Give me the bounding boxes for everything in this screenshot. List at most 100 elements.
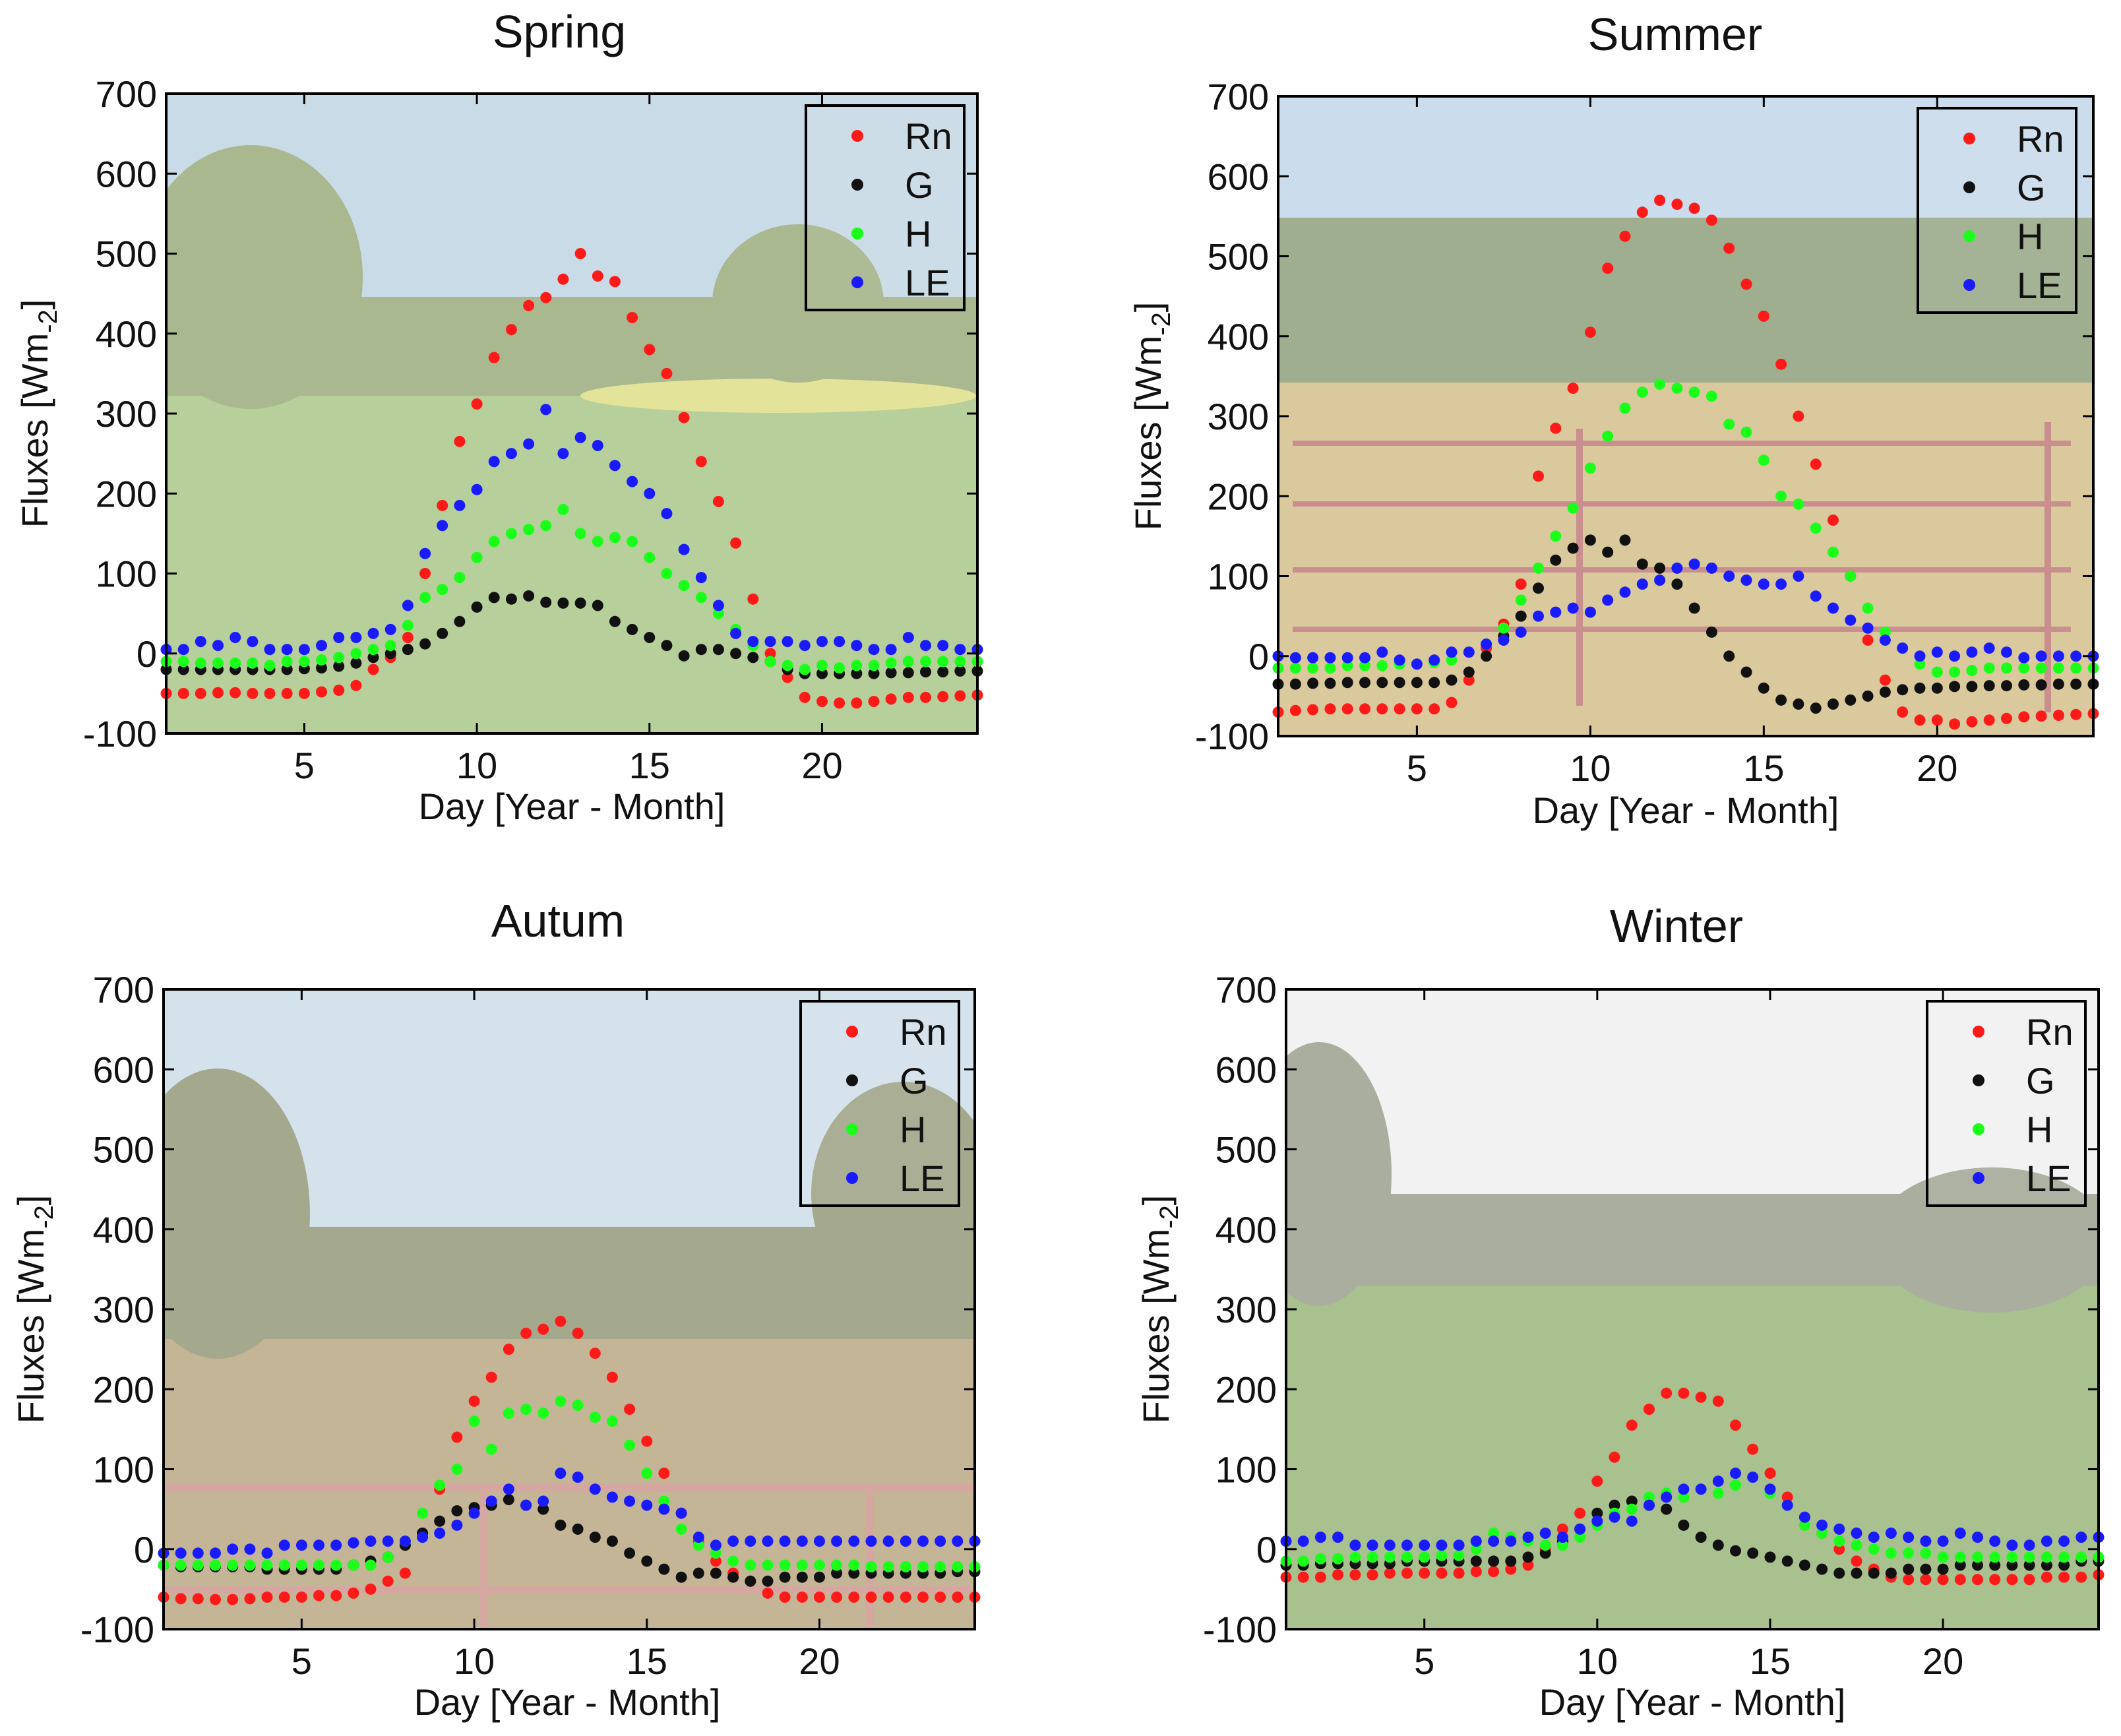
x-tick-label: 15 [627, 1640, 667, 1682]
legend-label-g: G [2026, 1060, 2055, 1101]
data-point-rn [1522, 1559, 1534, 1571]
data-point-le [745, 1535, 756, 1547]
data-point-h [1584, 462, 1596, 474]
data-point-g [1695, 1532, 1707, 1543]
data-point-g [1920, 1563, 1932, 1575]
data-point-le [488, 456, 500, 468]
data-point-le [419, 547, 431, 559]
legend-label-rn: Rn [2026, 1011, 2074, 1053]
data-point-h [261, 1559, 273, 1571]
y-tick-label: 100 [96, 553, 157, 595]
data-point-le [1937, 1535, 1949, 1547]
data-point-h [1966, 665, 1978, 677]
data-point-rn [1949, 718, 1961, 730]
data-point-rn [641, 1435, 653, 1447]
data-point-g [1394, 677, 1405, 689]
y-tick-label: 400 [93, 1209, 154, 1251]
data-point-g [1972, 1559, 1983, 1571]
data-point-le [1429, 654, 1440, 666]
data-point-h [295, 1559, 307, 1571]
data-point-h [834, 662, 845, 674]
data-point-h [1678, 1491, 1690, 1503]
data-point-rn [917, 1592, 929, 1603]
data-point-h [2001, 662, 2012, 674]
data-point-rn [1314, 1571, 1326, 1583]
data-point-h [1706, 390, 1717, 402]
data-point-le [367, 627, 379, 639]
data-point-g [557, 597, 569, 609]
data-point-rn [1401, 1567, 1413, 1579]
y-axis-label: Fluxes [Wm-2] [1127, 302, 1176, 531]
data-point-le [1661, 1491, 1673, 1503]
x-tick-label: 10 [456, 745, 497, 786]
data-point-le [1289, 652, 1301, 664]
legend-marker-h [1973, 1123, 1984, 1135]
data-point-h [678, 580, 690, 592]
data-point-g [451, 1505, 463, 1517]
data-point-rn [710, 1555, 722, 1567]
data-point-g [1775, 694, 1787, 706]
data-point-le [1868, 1532, 1880, 1543]
data-point-g [177, 664, 189, 675]
data-point-le [900, 1535, 911, 1547]
data-point-le [782, 636, 793, 648]
data-point-rn [350, 679, 362, 691]
data-point-h [851, 660, 863, 671]
data-point-g [2001, 680, 2012, 692]
data-point-rn [437, 499, 448, 511]
data-point-le [1966, 646, 1978, 658]
legend-label-h: H [900, 1109, 926, 1150]
data-point-h [1810, 522, 1822, 534]
data-point-h [523, 524, 535, 536]
data-point-rn [1671, 199, 1683, 210]
data-point-h [540, 520, 552, 532]
data-point-rn [831, 1592, 843, 1603]
data-point-h [917, 1561, 929, 1572]
data-point-le [264, 644, 276, 656]
x-tick-label: 15 [629, 745, 670, 786]
data-point-h [1972, 1551, 1983, 1563]
data-point-le [917, 1535, 929, 1547]
data-point-g [1429, 677, 1440, 689]
data-point-h [574, 528, 586, 540]
data-point-le [727, 1535, 739, 1547]
data-point-h [2041, 1551, 2052, 1563]
y-tick-label: 600 [96, 153, 157, 195]
data-point-le [1636, 578, 1648, 590]
data-point-g [2035, 679, 2047, 691]
data-point-rn [295, 1592, 307, 1603]
data-point-le [1903, 1532, 1915, 1543]
x-tick-label: 5 [1407, 747, 1427, 789]
data-point-rn [1289, 704, 1301, 716]
data-point-g [1730, 1545, 1741, 1557]
data-point-g [1470, 1555, 1482, 1567]
data-point-h [1453, 1549, 1465, 1561]
data-point-le [868, 644, 880, 656]
data-point-le [2023, 1539, 2035, 1551]
data-point-le [1505, 1535, 1517, 1547]
data-point-g [1481, 650, 1492, 662]
data-point-le [2006, 1539, 2018, 1551]
background-fence-rail [164, 1586, 975, 1593]
data-point-le [523, 438, 535, 450]
data-point-h [1914, 658, 1926, 670]
data-point-rn [2035, 710, 2047, 722]
data-point-rn [454, 435, 466, 447]
data-point-le [1706, 562, 1717, 574]
data-point-rn [503, 1344, 514, 1355]
data-point-rn [644, 344, 656, 356]
data-point-rn [2052, 710, 2064, 721]
data-point-h [1816, 1528, 1828, 1539]
data-point-rn [244, 1593, 256, 1605]
data-point-h [848, 1559, 860, 1571]
data-point-h [710, 1547, 722, 1559]
data-point-le [920, 640, 931, 652]
data-point-g [954, 665, 966, 677]
data-point-le [641, 1499, 653, 1511]
data-point-rn [868, 696, 880, 707]
data-point-g [606, 1535, 618, 1547]
data-point-rn [606, 1371, 618, 1383]
data-point-h [195, 657, 206, 669]
data-point-g [644, 632, 656, 643]
background-fence-post [1576, 429, 1583, 706]
